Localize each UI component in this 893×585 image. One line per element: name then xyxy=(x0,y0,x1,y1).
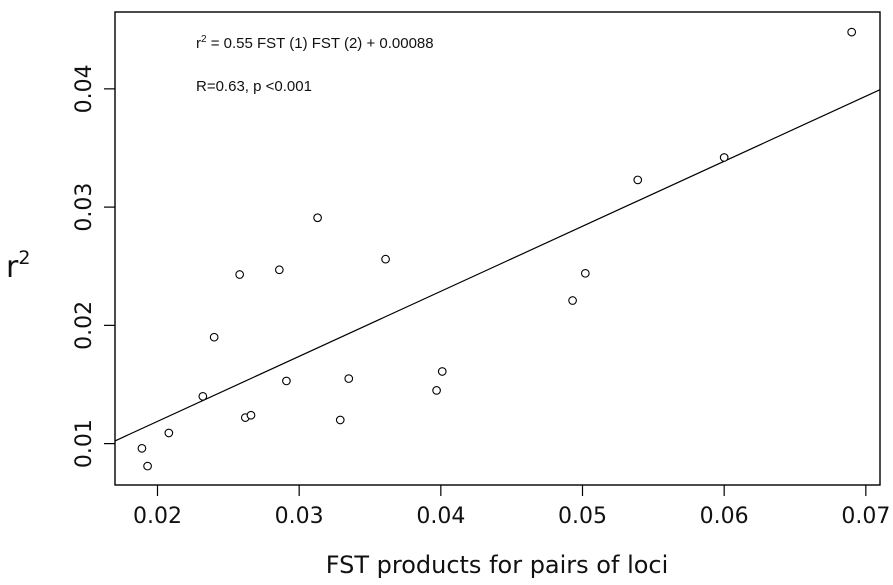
data-point xyxy=(274,265,284,275)
data-point xyxy=(432,386,441,395)
x-axis: 0.02 0.03 0.04 0.05 0.06 0.07 xyxy=(133,485,890,529)
equation-annotation: r2 = 0.55 FST (1) FST (2) + 0.00088 xyxy=(196,34,434,52)
x-tick-label: 0.04 xyxy=(416,504,465,529)
data-point xyxy=(335,415,345,425)
data-point xyxy=(568,296,577,305)
x-tick-label: 0.06 xyxy=(700,504,749,529)
data-point xyxy=(719,153,729,162)
data-point xyxy=(246,410,256,420)
data-point xyxy=(437,367,447,376)
y-tick-label: 0.03 xyxy=(72,183,97,232)
plot-frame xyxy=(114,11,881,486)
y-axis-label: r2 xyxy=(6,247,30,285)
y-axis-label-superscript: 2 xyxy=(18,247,30,269)
data-point xyxy=(143,461,152,471)
data-point xyxy=(282,376,291,386)
data-point xyxy=(164,428,174,438)
x-tick-label: 0.05 xyxy=(558,504,607,529)
data-point xyxy=(381,254,390,264)
data-points xyxy=(137,27,857,471)
data-point xyxy=(847,27,857,37)
equation-superscript: 2 xyxy=(201,34,207,45)
data-point xyxy=(209,332,219,342)
y-tick-label: 0.02 xyxy=(72,301,97,350)
x-axis-label: FST products for pairs of loci xyxy=(326,551,669,579)
y-axis: 0.01 0.02 0.03 0.04 xyxy=(72,64,115,468)
equation-body: = 0.55 FST (1) FST (2) + 0.00088 xyxy=(207,35,434,52)
data-point xyxy=(198,391,208,401)
data-point xyxy=(633,175,643,185)
data-point xyxy=(580,268,590,278)
y-axis-label-base: r xyxy=(6,250,19,285)
data-point xyxy=(235,270,245,279)
stats-annotation: R=0.63, p <0.001 xyxy=(196,78,312,95)
x-tick-label: 0.07 xyxy=(841,504,890,529)
y-tick-label: 0.04 xyxy=(72,64,97,113)
x-tick-label: 0.03 xyxy=(275,504,324,529)
y-tick-label: 0.01 xyxy=(72,419,97,468)
data-point xyxy=(137,443,147,453)
x-tick-label: 0.02 xyxy=(133,504,182,529)
data-point xyxy=(344,374,354,383)
regression-line xyxy=(114,89,881,442)
equation-r: r xyxy=(196,35,201,52)
data-point xyxy=(313,213,322,223)
